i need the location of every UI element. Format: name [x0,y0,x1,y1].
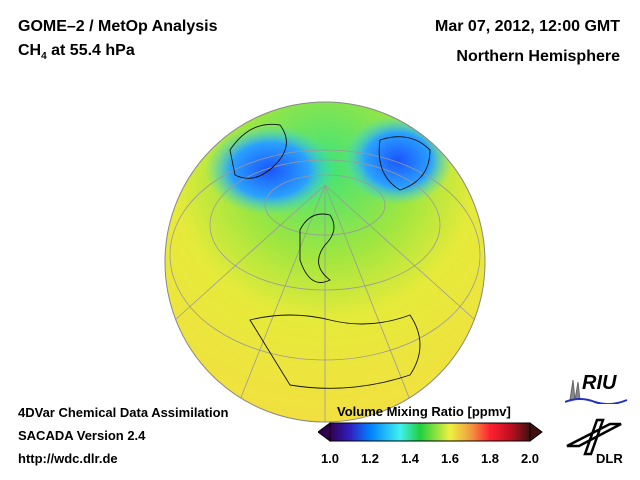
colorbar-tick: 2.0 [520,451,540,466]
colorbar-tick: 1.8 [480,451,500,466]
colorbar-max-arrow [529,422,543,442]
globe-outline [164,101,486,423]
level-label: at 55.4 hPa [46,42,135,59]
species-label: CH4 at 55.4 hPa [18,42,135,62]
colorbar-tick: 1.2 [360,451,380,466]
colorbar [318,422,543,442]
region-label: Northern Hemisphere [456,48,620,65]
datetime-label: Mar 07, 2012, 12:00 GMT [435,18,620,35]
low-methane-region-east [343,115,453,205]
coastlines [229,123,431,389]
dlr-logo-text: DLR [596,451,623,466]
dlr-logo [566,418,622,456]
colorbar-tick: 1.4 [400,451,420,466]
colorbar-tick: 1.0 [320,451,340,466]
graticule [169,149,481,422]
colorbar-tick: 1.6 [440,451,460,466]
colorbar-min-arrow [318,422,331,442]
footer-url[interactable]: http://wdc.dlr.de [18,451,118,466]
colorbar-title: Volume Mixing Ratio [ppmv] [337,404,511,419]
footer-version: SACADA Version 2.4 [18,428,146,443]
riu-logo-text: RIU [582,372,617,394]
colorbar-gradient [329,422,531,442]
species-subscript: 4 [41,51,47,63]
species-name: CH [18,42,42,59]
product-title: GOME–2 / MetOp Analysis [18,18,218,35]
riu-logo [565,379,628,404]
footer-method: 4DVar Chemical Data Assimilation [18,405,229,420]
